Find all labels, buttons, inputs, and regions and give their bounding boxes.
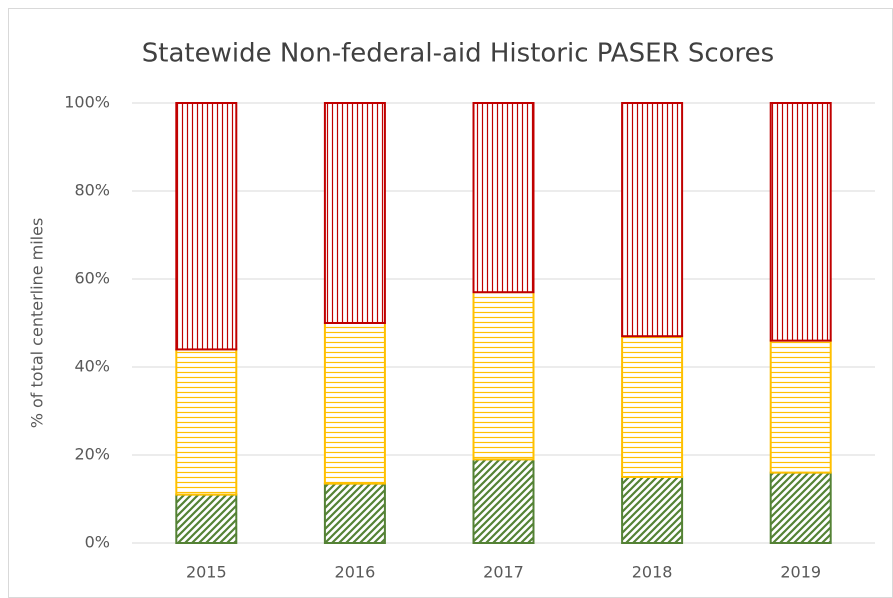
y-tick-label: 80% — [74, 181, 110, 200]
bar-segment — [472, 291, 535, 461]
x-tick-label: 2019 — [780, 563, 821, 582]
bar-segment — [175, 493, 238, 545]
x-tick-label: 2015 — [186, 563, 227, 582]
x-tick-label: 2018 — [632, 563, 673, 582]
bar-segment — [621, 102, 684, 338]
bar-segment — [323, 102, 386, 324]
bar-segment — [175, 348, 238, 496]
x-tick-label: 2016 — [335, 563, 376, 582]
y-tick-label: 100% — [64, 93, 110, 112]
bar-segment — [323, 322, 386, 485]
y-tick-label: 40% — [74, 357, 110, 376]
bar-segment — [621, 476, 684, 544]
y-axis-label: % of total centerline miles — [28, 218, 47, 429]
bar-segment — [769, 102, 832, 342]
y-tick-label: 20% — [74, 445, 110, 464]
chart-title: Statewide Non-federal-aid Historic PASER… — [142, 39, 774, 69]
bar-segment — [769, 471, 832, 545]
y-tick-label: 60% — [74, 269, 110, 288]
bar-segment — [175, 102, 238, 351]
bar-segment — [769, 339, 832, 474]
x-tick-label: 2017 — [483, 563, 524, 582]
y-tick-label: 0% — [85, 533, 110, 552]
bar-segment — [472, 458, 535, 544]
bar-segment — [472, 102, 535, 294]
bar-segment — [621, 335, 684, 479]
bar-segment — [323, 482, 386, 545]
chart-frame — [8, 8, 893, 598]
